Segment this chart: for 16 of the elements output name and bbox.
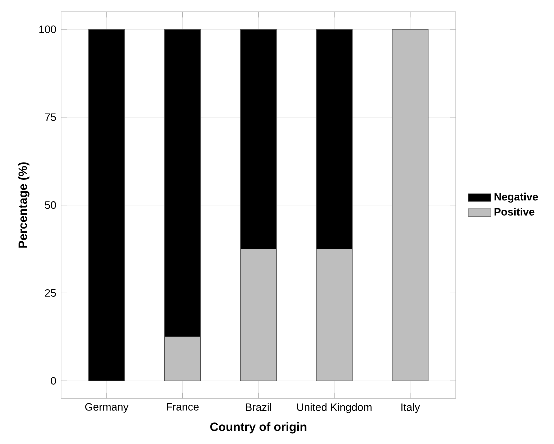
- legend-label: Positive: [494, 208, 535, 216]
- y-tick-label: 0: [51, 377, 56, 385]
- x-tick-label: Italy: [402, 403, 420, 414]
- bar: [392, 29, 429, 382]
- y-tick-label: 100: [40, 26, 56, 34]
- y-tick-label: 50: [45, 202, 56, 210]
- bar: [88, 29, 126, 382]
- x-tick-label: United Kingdom: [297, 403, 372, 414]
- y-tick-label: 25: [45, 289, 56, 297]
- x-axis-title: Country of origin: [210, 422, 307, 434]
- legend-label: Negative: [494, 192, 538, 203]
- x-tick-label: Germany: [85, 403, 129, 414]
- x-tick-label: Brazil: [246, 403, 272, 412]
- y-tick-label: 75: [45, 114, 56, 122]
- y-axis-title: Percentage (%): [18, 162, 30, 248]
- x-tick-label: France: [167, 403, 199, 411]
